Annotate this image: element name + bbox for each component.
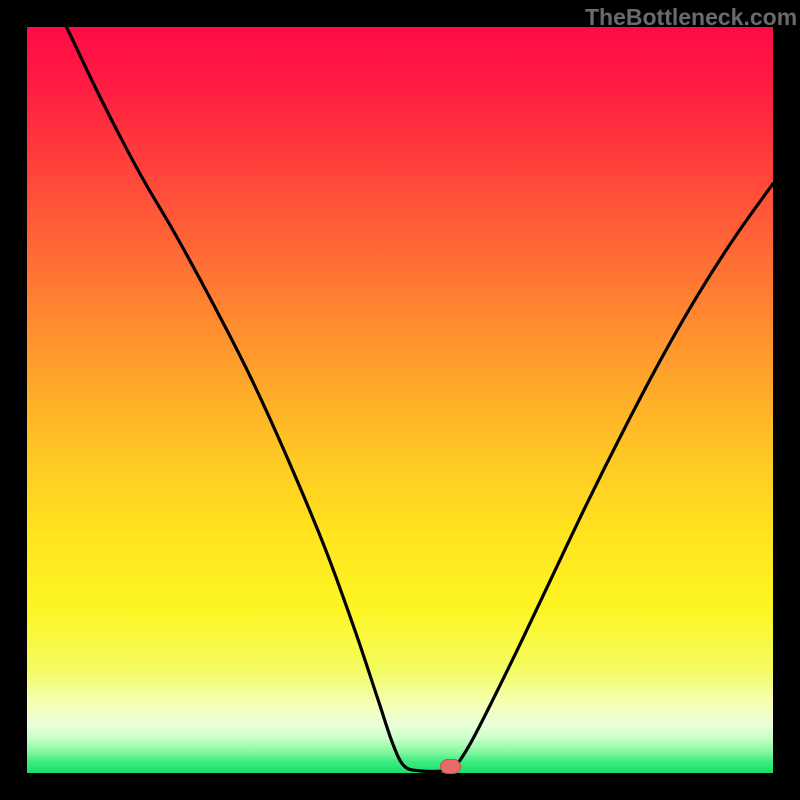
chart-frame	[27, 27, 773, 773]
bottleneck-curve	[27, 27, 773, 773]
watermark-text: TheBottleneck.com	[585, 4, 797, 31]
optimum-marker	[440, 759, 461, 774]
